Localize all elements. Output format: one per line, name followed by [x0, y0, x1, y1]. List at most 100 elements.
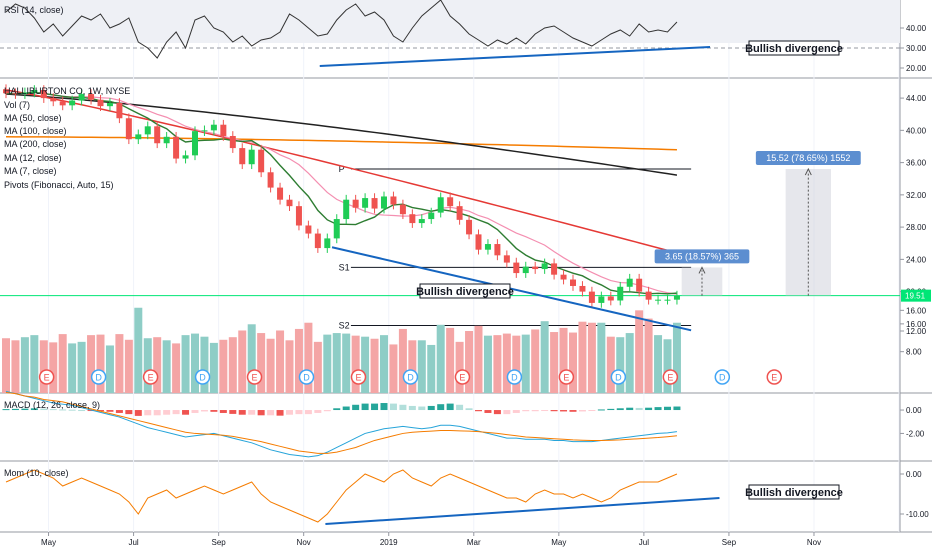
- volume-bar: [87, 335, 96, 393]
- volume-bar: [502, 333, 511, 393]
- earnings-badge: [246, 369, 263, 385]
- volume-bar: [30, 335, 39, 393]
- rsi-tick-label: 20.00: [906, 64, 927, 73]
- macd-histogram-bar: [106, 410, 114, 412]
- price-legend: HALLIBURTON CO, 1W, NYSE Vol (7) MA (50,…: [4, 86, 130, 190]
- price-panel[interactable]: P S1 S2 3.65 (18.57%) 365 15.52 (78.65%) 15…: [0, 84, 900, 330]
- candle-body: [371, 198, 378, 209]
- macd-histogram-bar: [144, 410, 152, 416]
- svg-text:Bullish divergence: Bullish divergence: [745, 43, 843, 55]
- macd-histogram-bar: [645, 407, 653, 411]
- macd-histogram-bar: [40, 408, 48, 411]
- candle-body: [305, 225, 312, 234]
- volume-bar: [294, 328, 303, 393]
- volume-bar: [134, 307, 143, 393]
- earnings-badge: [766, 369, 783, 385]
- candle-body: [570, 279, 576, 286]
- macd-histogram-bar: [11, 408, 19, 411]
- macd-tick-label: -2.00: [906, 429, 925, 438]
- price-trendline: [331, 246, 692, 332]
- divergence-trendlines: [319, 46, 720, 525]
- macd-histogram-bar: [616, 408, 624, 411]
- badge-label: D: [407, 373, 414, 383]
- price-tick-label: 36.00: [906, 159, 927, 168]
- volume-bar: [172, 343, 181, 393]
- volume-bar: [191, 333, 199, 393]
- pivot-s2-label: S2: [339, 320, 350, 330]
- time-tick-label: Sep: [722, 538, 737, 547]
- volume-bar: [597, 322, 606, 393]
- candle-body: [154, 126, 161, 144]
- badge-label: E: [771, 373, 777, 383]
- rsi-panel[interactable]: RSI (14, close): [0, 0, 900, 59]
- macd-histogram-bar: [437, 404, 445, 411]
- candle-body: [484, 244, 491, 250]
- candle-body: [428, 212, 435, 220]
- macd-histogram-bar: [314, 410, 322, 413]
- volume-bar: [483, 335, 492, 393]
- price-tick-label: 16.00: [906, 320, 927, 329]
- volume-bar: [654, 335, 663, 393]
- time-tick-label: Jul: [639, 538, 649, 547]
- measure-long-arrowhead: [804, 167, 812, 176]
- macd-panel[interactable]: MACD (12, 26, close, 9): [2, 390, 681, 458]
- volume-bar: [540, 321, 549, 393]
- macd-histogram-bar: [125, 410, 133, 415]
- candle-body: [125, 118, 132, 140]
- candle-body: [362, 198, 369, 208]
- badge-label: D: [303, 373, 310, 383]
- macd-histogram-bar: [97, 410, 104, 412]
- candle-body: [456, 206, 463, 220]
- volume-bar: [380, 335, 388, 393]
- volume-bar: [417, 340, 426, 393]
- mom-panel[interactable]: Mom (10, close): [4, 468, 678, 523]
- macd-histogram-bar: [569, 410, 577, 412]
- macd-histogram-bar: [550, 410, 558, 412]
- macd-histogram-bar: [59, 409, 67, 411]
- candle-body: [655, 299, 662, 301]
- candle-body: [513, 262, 520, 274]
- candle-body: [286, 199, 293, 207]
- annotations: Bullish divergence Bullish divergence Bu…: [416, 40, 843, 500]
- macd-tick-label: 0.00: [906, 406, 922, 415]
- svg-text:Bullish divergence: Bullish divergence: [745, 487, 843, 499]
- macd-histogram-bar: [560, 410, 568, 412]
- candle-body: [248, 149, 255, 165]
- candle-body: [437, 197, 444, 213]
- volume-bar: [606, 336, 615, 393]
- volume-bar: [105, 345, 114, 393]
- macd-histogram-bar: [626, 407, 634, 411]
- volume-bar: [124, 339, 133, 393]
- macd-histogram-bar: [541, 410, 549, 412]
- volume-bar: [257, 333, 266, 393]
- candle-body: [636, 278, 643, 292]
- macd-histogram-bar: [257, 410, 265, 416]
- volume-bar: [398, 328, 407, 393]
- dividend-badge: [506, 369, 523, 385]
- time-axis[interactable]: May Jul Sep Nov 2019 Mar May Jul Sep Nov: [41, 532, 821, 547]
- volume-bar: [616, 337, 625, 393]
- macd-title: MACD (12, 26, close, 9): [4, 400, 100, 410]
- macd-histogram-bar: [427, 405, 435, 411]
- macd-histogram-bar: [49, 409, 57, 411]
- macd-histogram-bar: [134, 410, 142, 416]
- candle-body: [106, 102, 113, 107]
- macd-histogram-bar: [115, 410, 123, 413]
- candle-body: [617, 286, 624, 301]
- volume-bar: [68, 343, 77, 393]
- volume-bar: [370, 338, 379, 393]
- volume-bar: [276, 330, 285, 393]
- last-price-label: 19.51: [905, 292, 926, 301]
- measure-long-box: [785, 169, 831, 296]
- candle-body: [40, 90, 47, 99]
- mom-line: [5, 469, 678, 523]
- time-tick-label: May: [41, 538, 56, 547]
- candle-body: [390, 196, 397, 205]
- candle-body: [229, 135, 236, 149]
- rsi-tick-label: 40.00: [906, 24, 927, 33]
- volume-bar: [436, 324, 445, 393]
- price-axis[interactable]: 40.00 30.00 20.00 44.00 40.00 36.00 32.00 28.00…: [900, 24, 931, 519]
- ma100-line: [5, 93, 678, 176]
